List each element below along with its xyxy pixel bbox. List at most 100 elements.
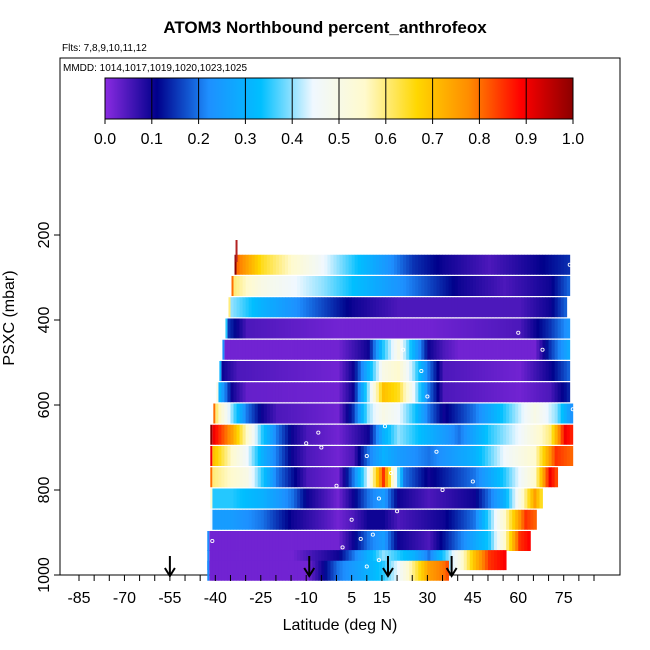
heatmap-cell (403, 509, 407, 530)
heatmap-cell (324, 467, 328, 488)
band-edge (207, 560, 210, 581)
heatmap-cell (378, 297, 383, 318)
heatmap-cell (484, 446, 489, 466)
heatmap-cell (209, 560, 213, 581)
heatmap-cell (294, 403, 298, 424)
heatmap-cell (360, 254, 365, 275)
heatmap-cell (557, 276, 562, 296)
heatmap-cell (348, 550, 353, 571)
heatmap-cell (506, 339, 510, 360)
heatmap-cell (475, 339, 480, 360)
heatmap-cell (363, 382, 368, 403)
heatmap-cell (345, 550, 350, 571)
heatmap-cell (560, 276, 565, 296)
heatmap-cell (524, 254, 528, 275)
band-edge (228, 297, 231, 318)
heatmap-cell (487, 550, 492, 571)
heatmap-cell (272, 297, 277, 318)
heatmap-cell (430, 318, 434, 339)
heatmap-cell (239, 446, 243, 466)
heatmap-cell (278, 424, 283, 445)
heatmap-cell (433, 297, 437, 318)
heatmap-cell (321, 254, 325, 275)
heatmap-cell (400, 424, 404, 445)
heatmap-cell (381, 467, 386, 488)
heatmap-cell (518, 297, 522, 318)
heatmap-cell (309, 488, 313, 509)
heatmap-cell (306, 509, 310, 530)
heatmap-cell (275, 318, 280, 339)
heatmap-cell (418, 276, 422, 296)
heatmap-cell (303, 297, 307, 318)
heatmap-cell (381, 382, 386, 403)
heatmap-cell (466, 531, 471, 551)
heatmap-cell (472, 488, 477, 509)
heatmap-cell (378, 361, 383, 381)
heatmap-cell (433, 488, 437, 509)
sample-marker (567, 262, 572, 267)
heatmap-cell (430, 467, 434, 488)
heatmap-cell (272, 403, 277, 424)
heatmap-cell (512, 297, 516, 318)
heatmap-cell (487, 509, 492, 530)
heatmap-cell (503, 424, 507, 445)
heatmap-cell (269, 361, 274, 381)
heatmap-cell (463, 318, 468, 339)
heatmap-cell (245, 467, 250, 488)
heatmap-cell (372, 488, 377, 509)
heatmap-cell (566, 318, 571, 339)
heatmap-cell (221, 467, 225, 488)
band-edge (225, 318, 228, 339)
heatmap-cell (566, 339, 571, 360)
heatmap-cell (518, 509, 522, 530)
heatmap-cell (357, 382, 362, 403)
heatmap-cell (475, 382, 480, 403)
heatmap-cell (463, 339, 468, 360)
heatmap-cell (478, 318, 483, 339)
heatmap-cell (445, 424, 449, 445)
heatmap-cell (315, 446, 319, 466)
heatmap-cell (397, 318, 401, 339)
heatmap-cell (297, 424, 301, 445)
heatmap-cell (515, 254, 519, 275)
heatmap-cell (248, 297, 253, 318)
heatmap-cell (336, 509, 340, 530)
heatmap-cell (381, 424, 386, 445)
heatmap-cell (469, 339, 474, 360)
sample-marker (319, 445, 324, 450)
heatmap-cell (239, 550, 243, 571)
heatmap-cell (442, 339, 446, 360)
heatmap-cell (400, 276, 404, 296)
heatmap-cell (260, 531, 265, 551)
heatmap-cell (360, 424, 365, 445)
heatmap-cell (233, 382, 237, 403)
heatmap-cell (297, 297, 301, 318)
heatmap-cell (454, 403, 459, 424)
heatmap-cell (281, 509, 286, 530)
heatmap-cell (372, 254, 377, 275)
heatmap-cell (391, 297, 395, 318)
heatmap-cell (318, 297, 322, 318)
heatmap-cell (524, 339, 528, 360)
heatmap-cell (466, 446, 471, 466)
heatmap-cell (388, 403, 392, 424)
heatmap-cell (394, 424, 398, 445)
heatmap-cell (484, 509, 489, 530)
heatmap-cell (415, 254, 419, 275)
heatmap-cell (415, 382, 419, 403)
heatmap-cell (487, 467, 492, 488)
heatmap-cell (327, 488, 331, 509)
band-edge (207, 550, 210, 571)
heatmap-cell (427, 550, 431, 571)
heatmap-cell (536, 403, 540, 424)
heatmap-cell (397, 403, 401, 424)
heatmap-cell (266, 446, 271, 466)
heatmap-cell (336, 467, 340, 488)
heatmap-cell (306, 488, 310, 509)
heatmap-cell (491, 361, 495, 381)
heatmap-cell (497, 382, 501, 403)
heatmap-cell (294, 446, 298, 466)
heatmap-cell (348, 403, 353, 424)
heatmap-cell (460, 509, 465, 530)
heatmap-cell (415, 403, 419, 424)
